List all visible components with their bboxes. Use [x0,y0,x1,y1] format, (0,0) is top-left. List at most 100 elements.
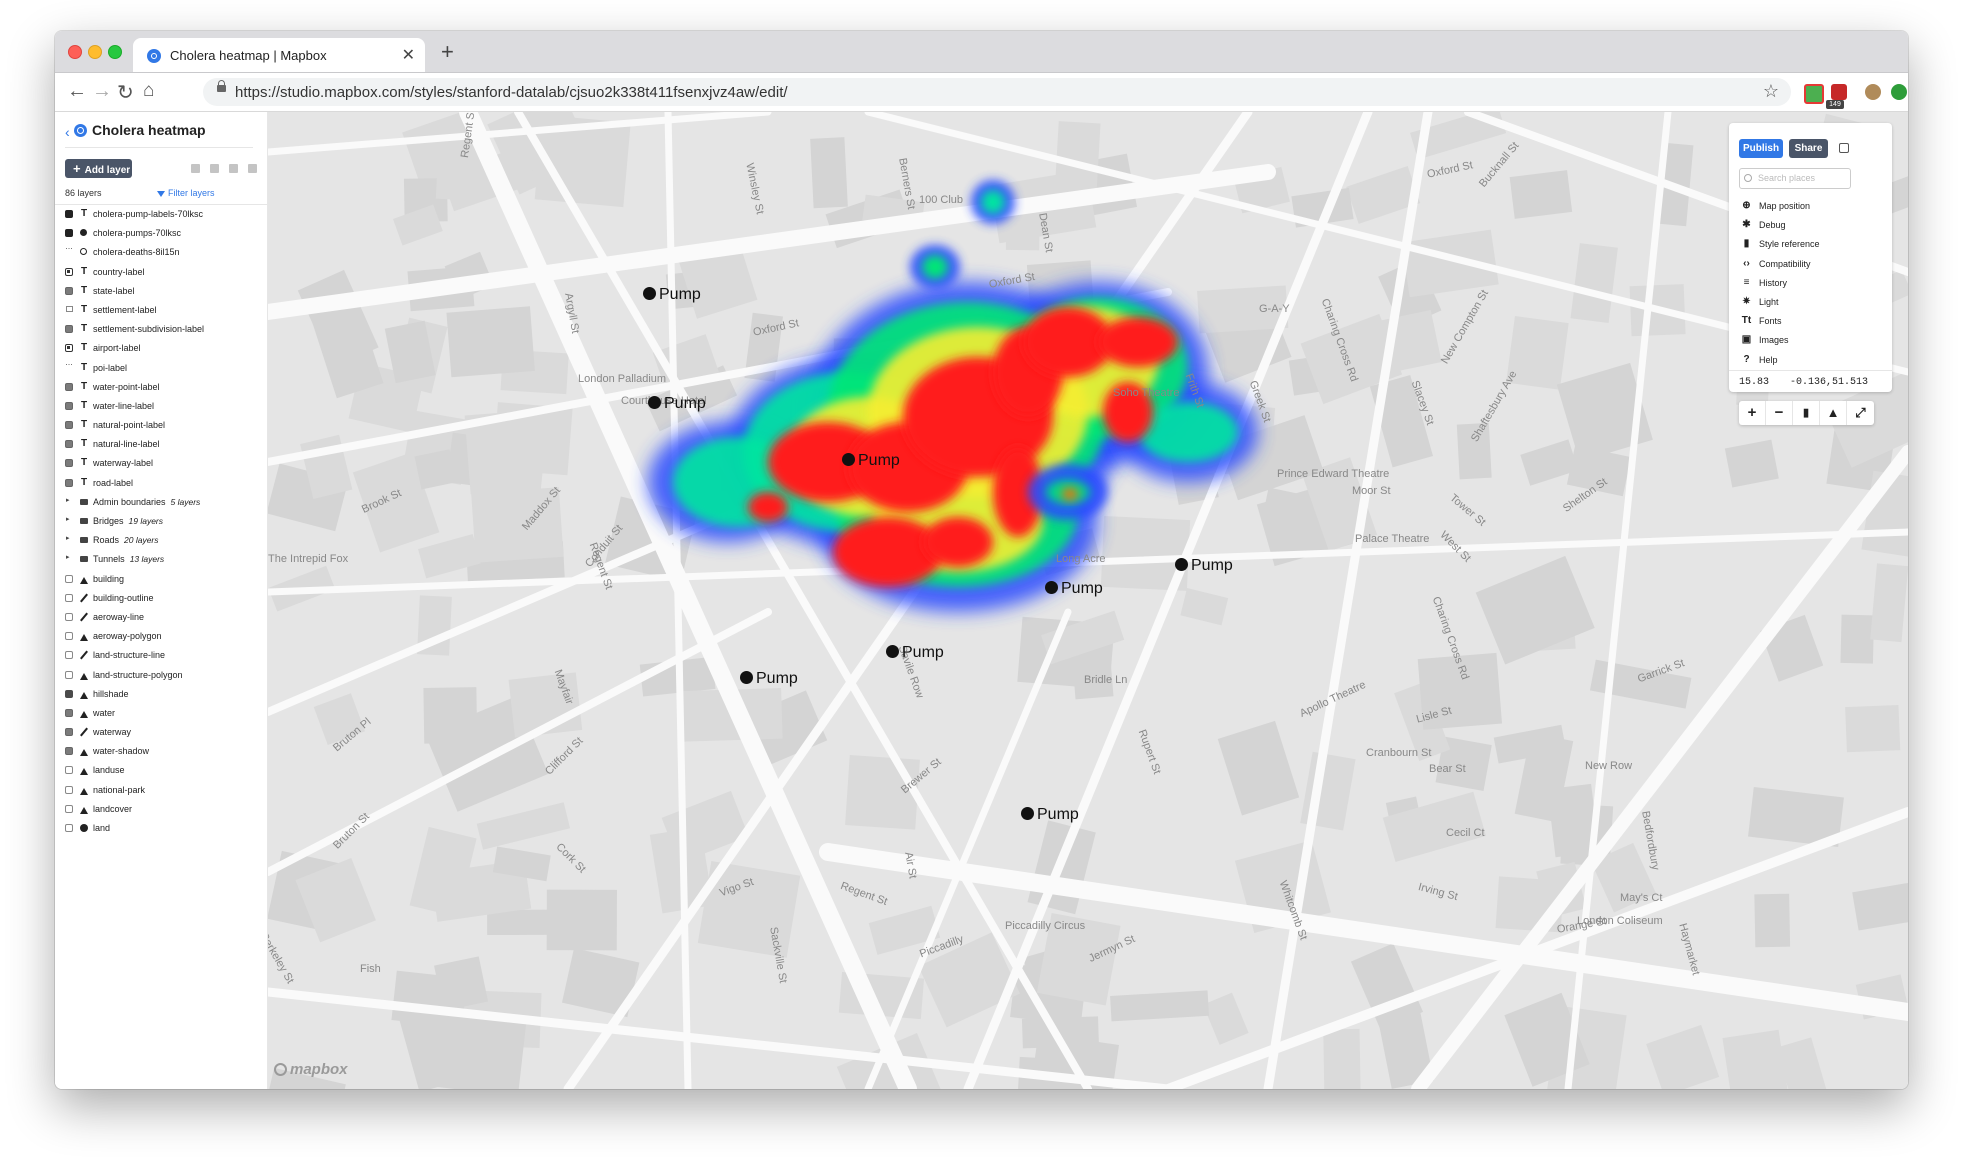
map-canvas[interactable]: Regent St Oxford St Oxford St Oxford St 100 … [268,112,1908,1089]
layer-row[interactable]: land-structure-polygon [55,666,267,685]
back-icon[interactable]: ← [67,80,87,102]
street [864,608,1072,1089]
building-block [1378,1011,1434,1089]
layer-name: hillshade [93,688,129,699]
pump-marker[interactable]: Pump [740,670,798,688]
bookmark-star-icon[interactable]: ☆ [1762,81,1779,101]
pump-marker[interactable]: Pump [648,395,706,413]
new-tab-button[interactable]: + [441,39,454,64]
zoom-in-button[interactable]: + [1739,401,1766,425]
layer-row[interactable]: ▸ Admin boundaries 5 layers [55,493,267,512]
heatmap-blob [981,190,1005,214]
layer-row[interactable]: building-outline [55,589,267,608]
pump-marker[interactable]: Pump [1175,557,1233,575]
avatar[interactable] [1865,84,1881,100]
pump-marker[interactable]: Pump [1021,806,1079,824]
layer-row[interactable]: ▸ Bridges 19 layers [55,512,267,531]
layer-name: state-label [93,285,135,296]
chevron-right-icon[interactable]: ▸ [66,496,70,504]
style-name[interactable]: Cholera heatmap [92,122,206,138]
pump-marker[interactable]: Pump [886,644,944,662]
fullscreen-icon[interactable]: ⤢ [1855,405,1866,420]
layer-row[interactable]: aeroway-line [55,608,267,627]
menu-item-compatibility[interactable]: ‹› Compatibility [1739,255,1879,273]
hide-icon[interactable] [229,164,238,173]
reload-icon[interactable]: ↻ [117,82,134,104]
chevron-left-icon[interactable]: ‹ [65,124,70,140]
menu-item-map-position[interactable]: ⊕ Map position [1739,197,1879,215]
compass-icon[interactable]: ▲ [1820,401,1847,425]
layer-row[interactable]: national-park [55,781,267,800]
search-places[interactable] [1739,168,1851,189]
pump-marker[interactable]: Pump [842,452,900,470]
maximize-window-button[interactable] [108,45,122,59]
layer-label: settlement-subdivision-label [93,324,204,334]
layer-row[interactable]: water [55,704,267,723]
duplicate-icon[interactable] [191,164,200,173]
layer-row[interactable]: land-structure-line [55,646,267,665]
pump-marker[interactable]: Pump [643,286,701,304]
extension-icon[interactable] [1804,84,1824,104]
zoom-out-button[interactable]: − [1766,401,1793,425]
menu-item-history[interactable]: ≡ History [1739,274,1879,292]
group-icon[interactable] [210,164,219,173]
close-tab-icon[interactable]: ✕ [401,47,415,64]
fill-type-icon [79,707,89,719]
delete-icon[interactable] [248,164,257,173]
chevron-right-icon[interactable]: ▸ [66,516,70,523]
menu-item-help[interactable]: ? Help [1739,351,1879,369]
minimize-window-button[interactable] [88,45,102,59]
update-icon[interactable] [1891,84,1907,100]
search-icon [1744,174,1752,182]
calendar-extension-icon[interactable] [1831,84,1847,100]
forward-icon[interactable]: → [92,80,112,102]
mapbox-watermark[interactable]: mapbox [274,1061,348,1078]
home-icon[interactable]: ⌂ [143,80,155,101]
menu-item-debug[interactable]: ✱ Debug [1739,216,1879,234]
print-icon[interactable] [1839,143,1849,153]
menu-item-images[interactable]: ▣ Images [1739,331,1879,349]
filter-layers-button[interactable]: Filter layers [157,188,215,198]
layer-row[interactable]: building [55,570,267,589]
add-layer-button[interactable]: + Add layer [65,159,132,178]
url-field[interactable]: https://studio.mapbox.com/styles/stanfor… [203,78,1791,106]
layer-row[interactable]: ▸ Roads 20 layers [55,531,267,550]
menu-item-light[interactable]: ✷ Light [1739,293,1879,311]
layer-row[interactable]: landuse [55,761,267,780]
layer-row[interactable]: landcover [55,800,267,819]
menu-item-style-reference[interactable]: ▮ Style reference [1739,235,1879,253]
layer-row[interactable]: land [55,819,267,838]
layer-row[interactable]: waterway [55,723,267,742]
search-input[interactable] [1756,172,1850,184]
publish-button[interactable]: Publish [1739,139,1783,158]
close-window-button[interactable] [68,45,82,59]
share-button[interactable]: Share [1789,139,1828,158]
text-type-icon: T [80,438,88,450]
layer-row[interactable]: cholera-pumps-70lksc [55,224,267,243]
pump-marker[interactable]: Pump [1045,580,1103,598]
layer-row[interactable]: aeroway-polygon [55,627,267,646]
layer-row[interactable]: hillshade [55,685,267,704]
chevron-right-icon[interactable]: ▸ [66,554,70,562]
chevron-right-icon[interactable]: ▸ [66,535,70,543]
layer-row[interactable]: ▸ Tunnels 13 layers [55,550,267,569]
layer-row[interactable]: water-shadow [55,742,267,761]
browser-tab[interactable]: Cholera heatmap | Mapbox ✕ [133,38,425,72]
menu-item-fonts[interactable]: Tt Fonts [1739,312,1879,330]
layer-row[interactable]: … cholera-deaths-8il15n [55,242,267,262]
lock-icon[interactable]: ▮ [1793,401,1820,425]
layer-name: water-shadow [93,746,150,757]
